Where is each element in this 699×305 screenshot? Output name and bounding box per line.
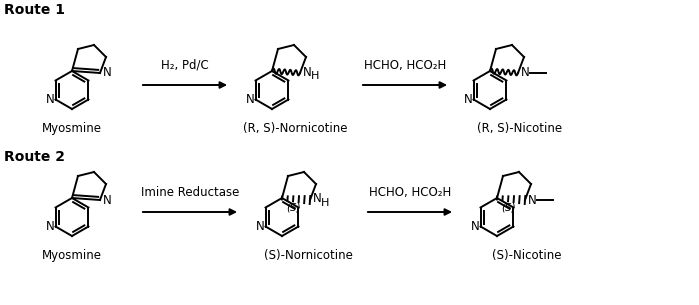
Text: Myosmine: Myosmine xyxy=(42,249,102,262)
Text: (S)-Nornicotine: (S)-Nornicotine xyxy=(264,249,352,262)
Text: N: N xyxy=(46,220,55,233)
Text: (R, S)-Nicotine: (R, S)-Nicotine xyxy=(477,122,563,135)
Text: N: N xyxy=(256,220,264,233)
Text: N: N xyxy=(246,93,254,106)
Text: N: N xyxy=(521,66,530,80)
Text: Imine Reductase: Imine Reductase xyxy=(140,186,239,199)
Text: N: N xyxy=(46,93,55,106)
Text: N: N xyxy=(103,66,112,80)
Text: N: N xyxy=(528,193,537,206)
Text: H: H xyxy=(311,71,319,81)
Text: (S): (S) xyxy=(286,202,301,212)
Text: (R, S)-Nornicotine: (R, S)-Nornicotine xyxy=(243,122,347,135)
Text: N: N xyxy=(103,193,112,206)
Text: N: N xyxy=(471,220,480,233)
Text: H₂, Pd/C: H₂, Pd/C xyxy=(161,59,209,72)
Text: (S)-Nicotine: (S)-Nicotine xyxy=(492,249,562,262)
Text: N: N xyxy=(313,192,322,206)
Text: N: N xyxy=(464,93,473,106)
Text: HCHO, HCO₂H: HCHO, HCO₂H xyxy=(369,186,451,199)
Text: Myosmine: Myosmine xyxy=(42,122,102,135)
Text: Route 1: Route 1 xyxy=(4,3,65,17)
Text: H: H xyxy=(321,198,329,208)
Text: N: N xyxy=(303,66,312,78)
Text: HCHO, HCO₂H: HCHO, HCO₂H xyxy=(364,59,446,72)
Text: (S): (S) xyxy=(501,202,516,212)
Text: Route 2: Route 2 xyxy=(4,150,65,164)
